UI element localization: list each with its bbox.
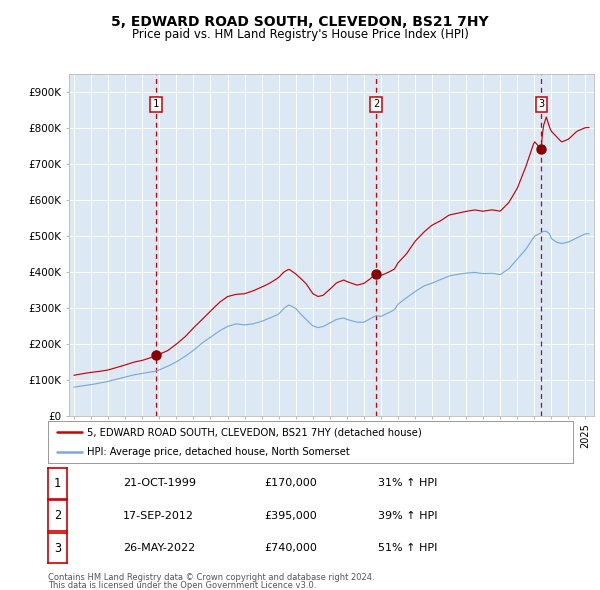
Text: 21-OCT-1999: 21-OCT-1999 [123,478,196,488]
Text: 51% ↑ HPI: 51% ↑ HPI [378,543,437,553]
Text: 5, EDWARD ROAD SOUTH, CLEVEDON, BS21 7HY: 5, EDWARD ROAD SOUTH, CLEVEDON, BS21 7HY [111,15,489,29]
Text: This data is licensed under the Open Government Licence v3.0.: This data is licensed under the Open Gov… [48,581,316,590]
Text: Price paid vs. HM Land Registry's House Price Index (HPI): Price paid vs. HM Land Registry's House … [131,28,469,41]
Text: Contains HM Land Registry data © Crown copyright and database right 2024.: Contains HM Land Registry data © Crown c… [48,572,374,582]
Text: £395,000: £395,000 [264,511,317,520]
Text: 31% ↑ HPI: 31% ↑ HPI [378,478,437,488]
Text: 2: 2 [373,99,379,109]
Text: 26-MAY-2022: 26-MAY-2022 [123,543,195,553]
Text: 1: 1 [153,99,159,109]
Text: 39% ↑ HPI: 39% ↑ HPI [378,511,437,520]
Text: £170,000: £170,000 [264,478,317,488]
Text: 1: 1 [54,477,61,490]
Text: 3: 3 [538,99,544,109]
Text: HPI: Average price, detached house, North Somerset: HPI: Average price, detached house, Nort… [88,447,350,457]
Text: 5, EDWARD ROAD SOUTH, CLEVEDON, BS21 7HY (detached house): 5, EDWARD ROAD SOUTH, CLEVEDON, BS21 7HY… [88,427,422,437]
Text: 3: 3 [54,542,61,555]
Text: £740,000: £740,000 [264,543,317,553]
Text: 2: 2 [54,509,61,522]
Text: 17-SEP-2012: 17-SEP-2012 [123,511,194,520]
